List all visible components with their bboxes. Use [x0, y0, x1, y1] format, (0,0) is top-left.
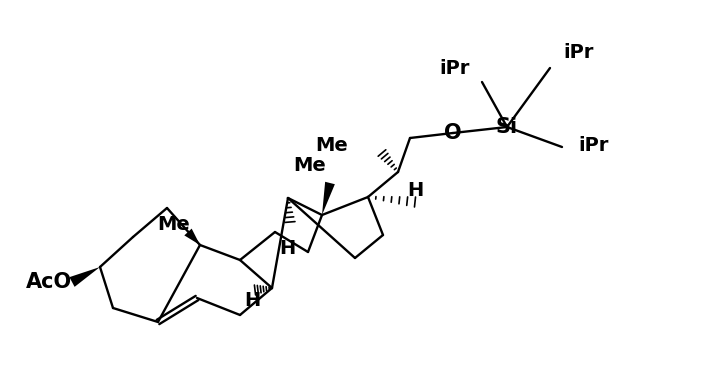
Polygon shape — [322, 182, 335, 215]
Polygon shape — [69, 267, 100, 287]
Text: Me: Me — [157, 214, 190, 233]
Text: Me: Me — [293, 156, 326, 175]
Polygon shape — [184, 229, 200, 245]
Text: iPr: iPr — [578, 135, 608, 154]
Text: Si: Si — [496, 117, 518, 137]
Text: Me: Me — [315, 135, 348, 154]
Text: AcO: AcO — [26, 272, 72, 292]
Text: iPr: iPr — [440, 58, 470, 77]
Text: H: H — [279, 238, 295, 258]
Text: O: O — [444, 123, 462, 143]
Text: H: H — [244, 291, 260, 310]
Text: iPr: iPr — [563, 42, 594, 61]
Text: H: H — [407, 180, 423, 200]
